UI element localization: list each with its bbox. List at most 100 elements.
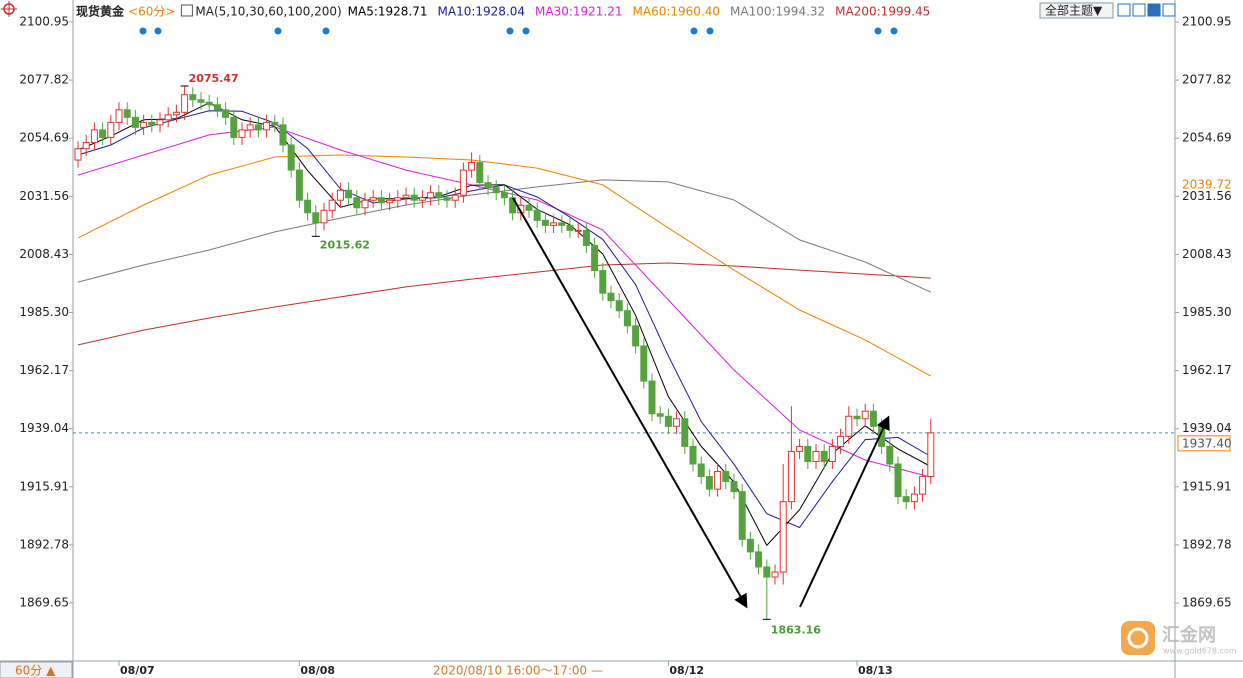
candle-body xyxy=(796,445,804,452)
period-button[interactable]: 60分 ▲ xyxy=(0,661,73,678)
watermark-name: 汇金网 xyxy=(1162,624,1216,646)
legend-entry: MA60:1960.40 xyxy=(633,5,721,19)
candle-body xyxy=(697,463,705,478)
event-dot[interactable] xyxy=(522,27,530,35)
candle-body xyxy=(714,471,722,490)
arrow xyxy=(799,415,890,608)
candle-body xyxy=(894,463,902,498)
candle-body xyxy=(246,124,254,131)
y-tick-label: 2077.82 xyxy=(19,73,69,87)
y-tick-label-right: 1869.65 xyxy=(1182,596,1232,610)
price-tag: 1937.40 xyxy=(1182,436,1232,450)
y-tick-label-right: 1985.30 xyxy=(1182,305,1232,319)
tool-icon[interactable] xyxy=(1147,3,1161,17)
event-dot[interactable] xyxy=(874,27,882,35)
candle-body xyxy=(566,224,574,231)
candle-body xyxy=(304,199,312,214)
y-tick-label: 2100.95 xyxy=(19,15,69,29)
candle-body xyxy=(99,129,107,138)
candle-body xyxy=(394,197,402,201)
candle-body xyxy=(74,148,82,161)
candle-body xyxy=(812,450,820,462)
button-label[interactable]: 全部主题▼ xyxy=(1045,3,1103,18)
tool-icon[interactable] xyxy=(1162,3,1176,17)
candle-body xyxy=(345,189,353,199)
candle-body xyxy=(746,538,754,553)
crosshair-time: 2020/08/10 16:00～17:00 — xyxy=(433,664,603,678)
y-tick-label: 1869.65 xyxy=(19,596,69,610)
candle-body xyxy=(910,493,918,503)
candle-body xyxy=(886,445,894,465)
candle-body xyxy=(468,162,476,171)
candle-body xyxy=(869,410,877,427)
indicator-label: MA(5,10,30,60,100,200) xyxy=(195,5,341,19)
candle-body xyxy=(689,445,697,465)
candle-body xyxy=(763,566,771,578)
period-label[interactable]: <60分> xyxy=(128,5,175,19)
event-dot[interactable] xyxy=(890,27,898,35)
event-dot[interactable] xyxy=(506,27,514,35)
candle-body xyxy=(238,129,246,138)
candle-body xyxy=(279,124,287,146)
event-dot[interactable] xyxy=(154,27,162,35)
candle-body xyxy=(656,413,664,417)
tool-icon[interactable] xyxy=(1117,3,1131,17)
candle-body xyxy=(640,345,648,382)
candle-body xyxy=(525,204,533,211)
extreme-label: 1863.16 xyxy=(771,623,821,636)
legend-entry: MA10:1928.04 xyxy=(438,5,526,19)
candle-body xyxy=(443,197,451,201)
candle-body xyxy=(476,162,484,184)
candle-body xyxy=(263,121,271,131)
candle-body xyxy=(213,104,221,111)
watermark: 汇金网 www.gold678.com xyxy=(1121,621,1237,656)
x-tick-label: 08/07 xyxy=(120,664,155,677)
watermark-logo xyxy=(1121,621,1155,655)
candle-body xyxy=(197,99,205,103)
legend-entry: MA30:1921.21 xyxy=(535,5,623,19)
top-left-icon xyxy=(1,1,17,17)
candle-body xyxy=(509,197,517,214)
candle-body xyxy=(115,109,123,123)
candle-body xyxy=(664,415,672,427)
event-dot[interactable] xyxy=(139,27,147,35)
candle-body xyxy=(492,187,500,194)
candle-body xyxy=(828,445,836,462)
indicator-icon[interactable] xyxy=(180,4,193,17)
candle-body xyxy=(533,209,541,221)
theme-button[interactable]: 全部主题▼ xyxy=(1039,2,1114,19)
button-frame[interactable] xyxy=(1039,2,1114,19)
y-tick-label: 1915.91 xyxy=(19,479,69,493)
event-dot[interactable] xyxy=(322,27,330,35)
legend-entry: MA5:1928.71 xyxy=(348,5,428,19)
candle-body xyxy=(861,410,869,420)
candle-body xyxy=(574,229,582,232)
y-tick-label-right: 2031.56 xyxy=(1182,189,1232,203)
candle-body xyxy=(172,111,180,116)
candle-body xyxy=(755,551,763,568)
button-frame[interactable] xyxy=(0,661,73,678)
toolbar-icons[interactable] xyxy=(1117,3,1176,17)
candle-body xyxy=(730,481,738,493)
candle-body xyxy=(181,94,189,113)
candle-body xyxy=(205,101,213,106)
y-tick-label-right: 2077.82 xyxy=(1182,73,1232,87)
candle-body xyxy=(295,169,303,201)
candle-body xyxy=(648,380,656,415)
event-dot[interactable] xyxy=(274,27,282,35)
legend-entry: MA200:1999.45 xyxy=(835,5,930,19)
candle-body xyxy=(164,114,172,121)
header: 现货黄金 <60分> MA(5,10,30,60,100,200) MA5:19… xyxy=(76,4,930,19)
candle-body xyxy=(632,325,640,347)
button-label[interactable]: 60分 ▲ xyxy=(15,664,56,678)
candle-body xyxy=(131,116,139,128)
candle-body xyxy=(336,189,344,201)
event-dot[interactable] xyxy=(706,27,714,35)
event-dot[interactable] xyxy=(690,27,698,35)
candle-body xyxy=(271,121,279,126)
candle-body xyxy=(123,109,131,118)
candle-body xyxy=(673,418,681,427)
tool-icon[interactable] xyxy=(1132,3,1146,17)
y-tick-label: 2054.69 xyxy=(19,131,69,145)
